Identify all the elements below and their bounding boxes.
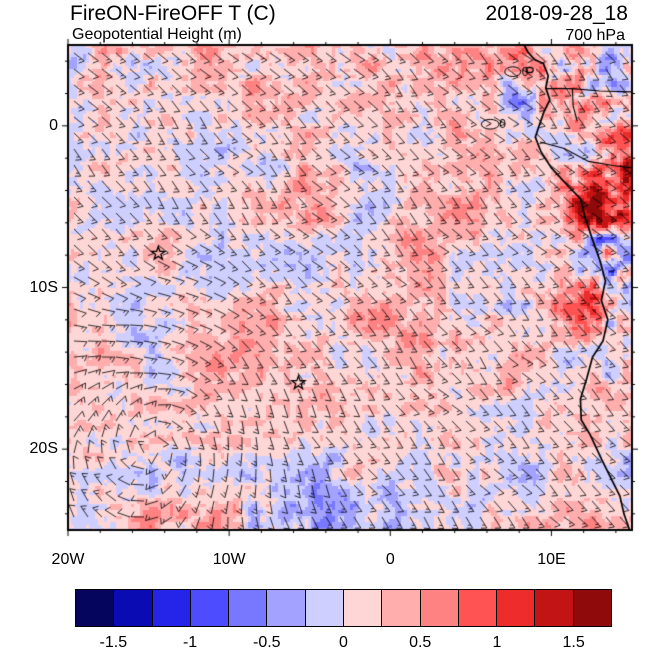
colorbar-cell (535, 590, 574, 626)
x-tick-label: 0 (385, 551, 395, 568)
pressure-level-label: 700 hPa (565, 27, 625, 44)
colorbar-tick-label: 0 (339, 634, 348, 651)
colorbar-cell (152, 590, 191, 626)
y-tick-label: 0 (49, 116, 58, 134)
colorbar-cell (305, 590, 344, 626)
colorbar-tick-label: -1.5 (99, 634, 128, 651)
colorbar-cell (114, 590, 153, 626)
colorbar-cell (76, 590, 115, 626)
colorbar (75, 589, 612, 627)
colorbar-cell (343, 590, 383, 626)
colorbar-cell (382, 590, 421, 626)
x-tick-label: 10E (537, 551, 566, 568)
colorbar-cell (420, 590, 459, 626)
chart-title: FireON-FireOFF T (C) (70, 2, 276, 25)
colorbar-tick-label: -1 (182, 634, 198, 651)
colorbar-cell (573, 590, 611, 626)
x-tick-label: 10W (212, 551, 246, 568)
chart-datetime: 2018-09-28_18 (485, 2, 628, 25)
y-tick-label: 20S (29, 440, 58, 458)
colorbar-cell (497, 590, 536, 626)
colorbar-tick-label: -0.5 (252, 634, 281, 651)
colorbar-cell (229, 590, 268, 626)
x-tick-label: 20W (51, 551, 85, 568)
colorbar-tick-label: 1.5 (562, 634, 585, 651)
y-tick-label: 10S (29, 278, 58, 296)
field-subtitle: Geopotential Height (m) (72, 26, 242, 43)
colorbar-cell (190, 590, 230, 626)
colorbar-tick-label: 1 (492, 634, 502, 651)
map-canvas (0, 0, 650, 580)
colorbar-tick-label: 0.5 (409, 634, 432, 651)
colorbar-cell (267, 590, 306, 626)
colorbar-labels: -1.5 -1 -0.5 0 0.5 1 1.5 (75, 634, 612, 654)
colorbar-cell (458, 590, 498, 626)
